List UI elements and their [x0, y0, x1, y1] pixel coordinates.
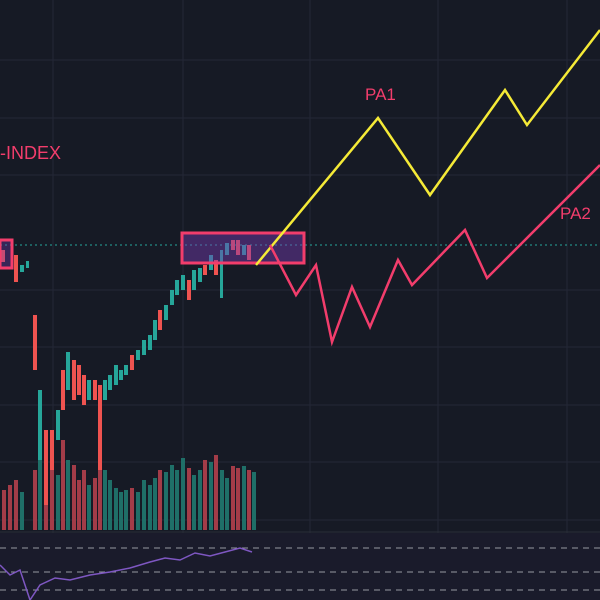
index-label: -INDEX [0, 143, 61, 163]
projection-pa1 [255, 29, 600, 266]
pa2-label: PA2 [560, 204, 591, 223]
oscillator-line [0, 547, 253, 600]
pa1-label: PA1 [365, 85, 396, 104]
projection-pa2 [268, 164, 600, 347]
oscillator-pane [0, 533, 600, 600]
zone-box [180, 231, 306, 265]
candles [1, 240, 251, 505]
zone-box-left [0, 238, 14, 270]
volume-bars [2, 390, 256, 530]
